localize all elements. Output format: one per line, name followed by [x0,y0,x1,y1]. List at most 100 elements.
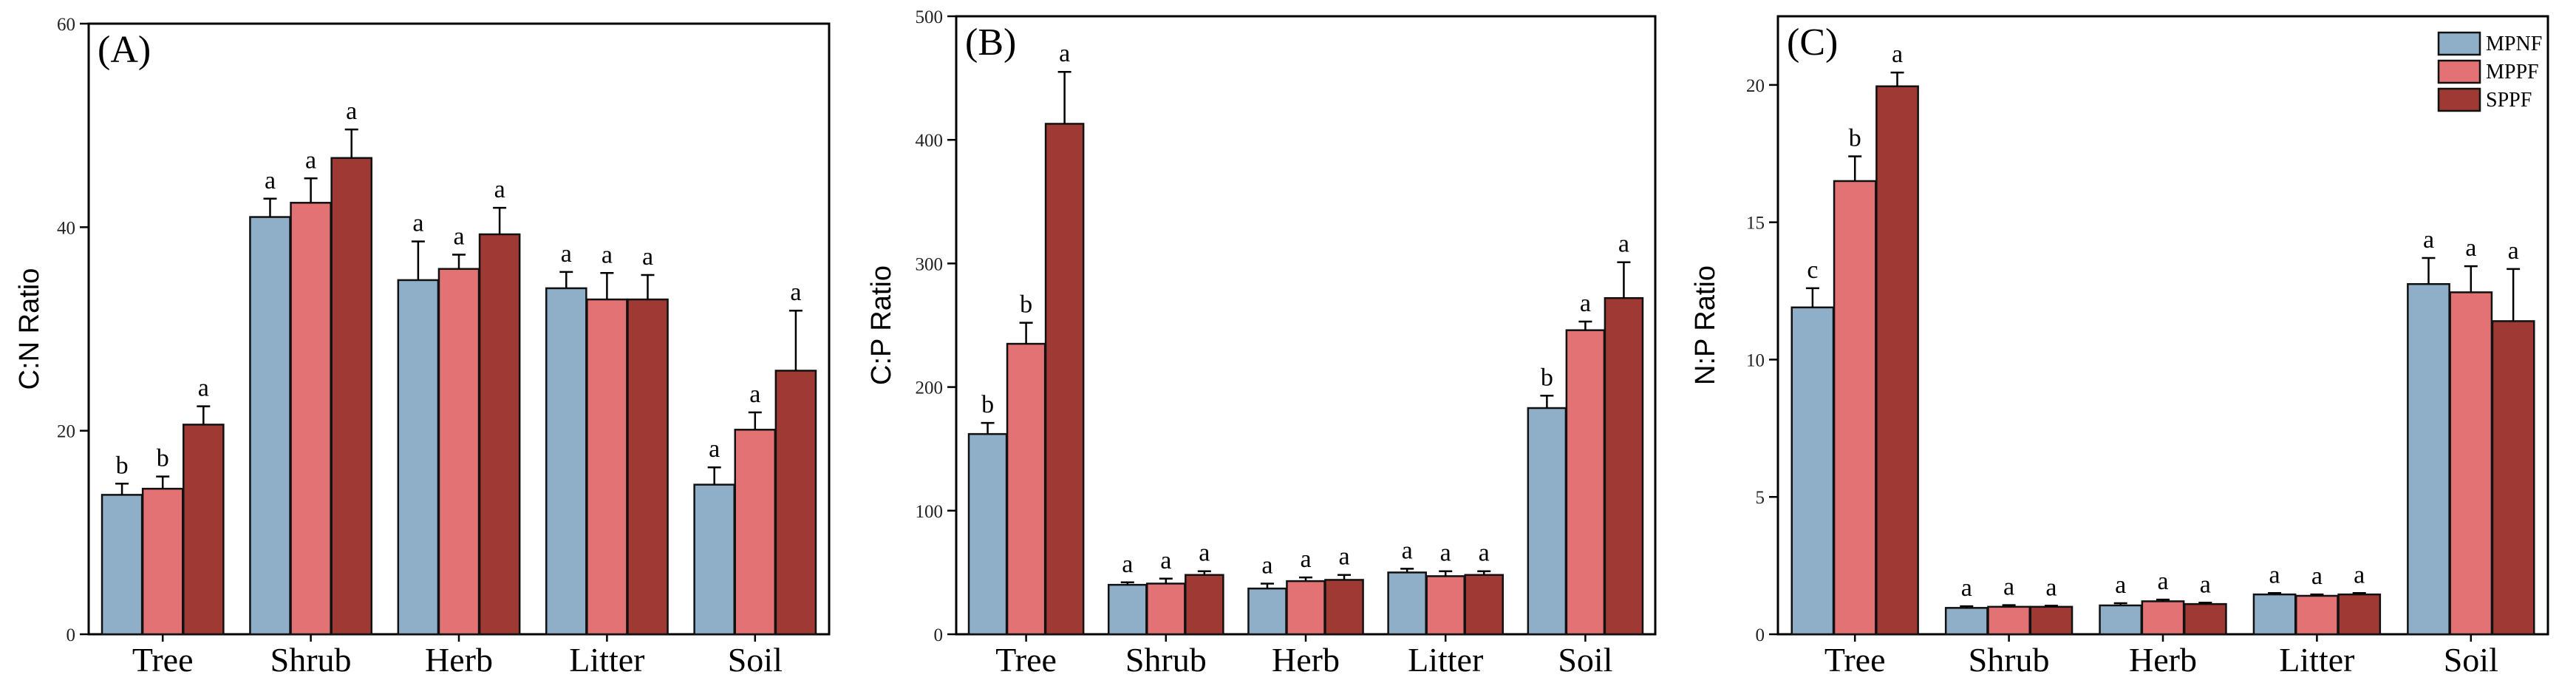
bar-mpnf [1790,306,1835,636]
x-tick-label: Litter [2279,641,2354,679]
x-tick-label: Tree [1824,641,1886,679]
legend-label: MPNF [2486,33,2542,55]
panel-label: (A) [98,29,151,71]
bar-sppf [1875,85,1919,636]
bar-sppf [627,298,669,636]
panel-label: (C) [1787,21,1838,64]
bar-sppf [1604,296,1644,636]
bar-mpnf [693,483,735,636]
significance-letter: a [2115,571,2126,599]
y-tick-label: 500 [916,7,944,27]
significance-letter: a [709,435,720,463]
y-tick-label: 100 [916,502,944,522]
bar-sppf [1464,574,1505,636]
bar-sppf [1185,574,1224,636]
panel-2: 0 5 10 15 20 N:P Ratio (C) Tree c b a Shrub a a a Herb a… [1690,15,2549,679]
significance-letter: b [981,391,994,418]
bar-sppf [478,233,521,636]
significance-letter: b [1541,364,1553,391]
bar-mpnf [2407,283,2450,636]
x-tick-label: Litter [569,641,644,679]
bar-mppf [586,298,628,636]
bar-sppf [2029,605,2074,636]
significance-letter: b [1849,124,1861,152]
x-tick-label: Soil [1558,641,1612,679]
bar-mpnf [1387,571,1427,636]
bar-mpnf [967,432,1008,636]
x-tick-label: Tree [995,641,1057,679]
bar-mppf [1987,605,2031,636]
bar-mppf [437,268,480,636]
y-tick-label: 60 [57,15,75,35]
bar-mppf [1833,180,1877,636]
significance-letter: a [1261,551,1272,579]
bar-mpnf [249,216,291,636]
significance-letter: a [1122,551,1133,578]
bar-sppf [1044,123,1085,636]
x-tick-label: Herb [2129,641,2197,679]
bar-mpnf [1944,607,1989,636]
bar-mpnf [1527,407,1567,636]
panel-1: 0 100 200 300 400 500 C:P Ratio (B) Tree b b a Shrub… [866,7,1657,679]
x-tick-label: Soil [728,641,783,679]
legend-swatch-mppf [2437,59,2481,84]
x-tick-label: Shrub [1969,641,2050,679]
y-tick-label: 300 [916,254,944,274]
y-tick-label: 40 [57,218,75,238]
significance-letter: b [116,452,129,479]
x-tick-label: Tree [132,641,194,679]
bar-mpnf [1107,583,1148,636]
y-tick-label: 0 [1756,625,1765,645]
significance-letter: a [2045,574,2057,601]
significance-letter: a [305,146,316,174]
significance-letter: a [2508,237,2519,265]
significance-letter: a [642,243,653,271]
significance-letter: a [1338,543,1349,571]
significance-letter: a [1618,231,1629,258]
significance-letter: a [1479,540,1490,567]
significance-letter: a [1961,574,1972,602]
significance-letter: a [265,167,276,194]
legend-swatch-sppf [2437,87,2481,112]
bar-mpnf [100,494,143,636]
significance-letter: a [2465,234,2476,262]
bar-mppf [734,429,777,636]
y-tick-label: 10 [1746,350,1765,370]
panel-0: 0 20 40 60 C:N Ratio (A) Tree b b a Shrub a a a Herb a a… [14,15,831,679]
x-tick-label: Shrub [270,641,352,679]
bar-sppf [2337,593,2382,636]
y-tick-label: 20 [57,422,75,442]
bar-mppf [141,487,184,636]
y-axis-label: N:P Ratio [1690,265,1721,385]
legend-swatch-mpnf [2437,31,2481,56]
y-tick-label: 200 [916,378,944,398]
significance-letter: a [2354,561,2365,588]
y-tick-label: 0 [67,625,76,645]
significance-letter: a [1440,540,1451,567]
significance-letter: a [2200,571,2211,598]
x-tick-label: Shrub [1125,641,1207,679]
significance-letter: c [1807,257,1818,284]
bar-mppf [1006,342,1046,636]
significance-letter: a [2311,563,2323,590]
significance-letter: a [1160,547,1171,574]
x-tick-label: Herb [1272,641,1340,679]
y-axis-label: C:P Ratio [866,265,897,385]
bar-sppf [2491,320,2535,636]
significance-letter: a [2423,226,2434,254]
bar-mppf [1286,580,1326,636]
bar-mppf [1146,583,1186,636]
panel-label: (B) [965,21,1016,64]
significance-letter: a [1059,40,1070,67]
significance-letter: a [561,240,572,268]
significance-letter: a [2269,561,2280,588]
bar-mppf [2295,594,2339,636]
bar-sppf [1324,579,1364,636]
significance-letter: a [1300,546,1311,573]
significance-letter: a [346,98,357,125]
x-tick-label: Litter [1408,641,1483,679]
significance-letter: a [749,381,760,408]
y-axis-label: C:N Ratio [14,268,45,390]
significance-letter: a [1580,290,1591,317]
significance-letter: a [1402,537,1413,564]
